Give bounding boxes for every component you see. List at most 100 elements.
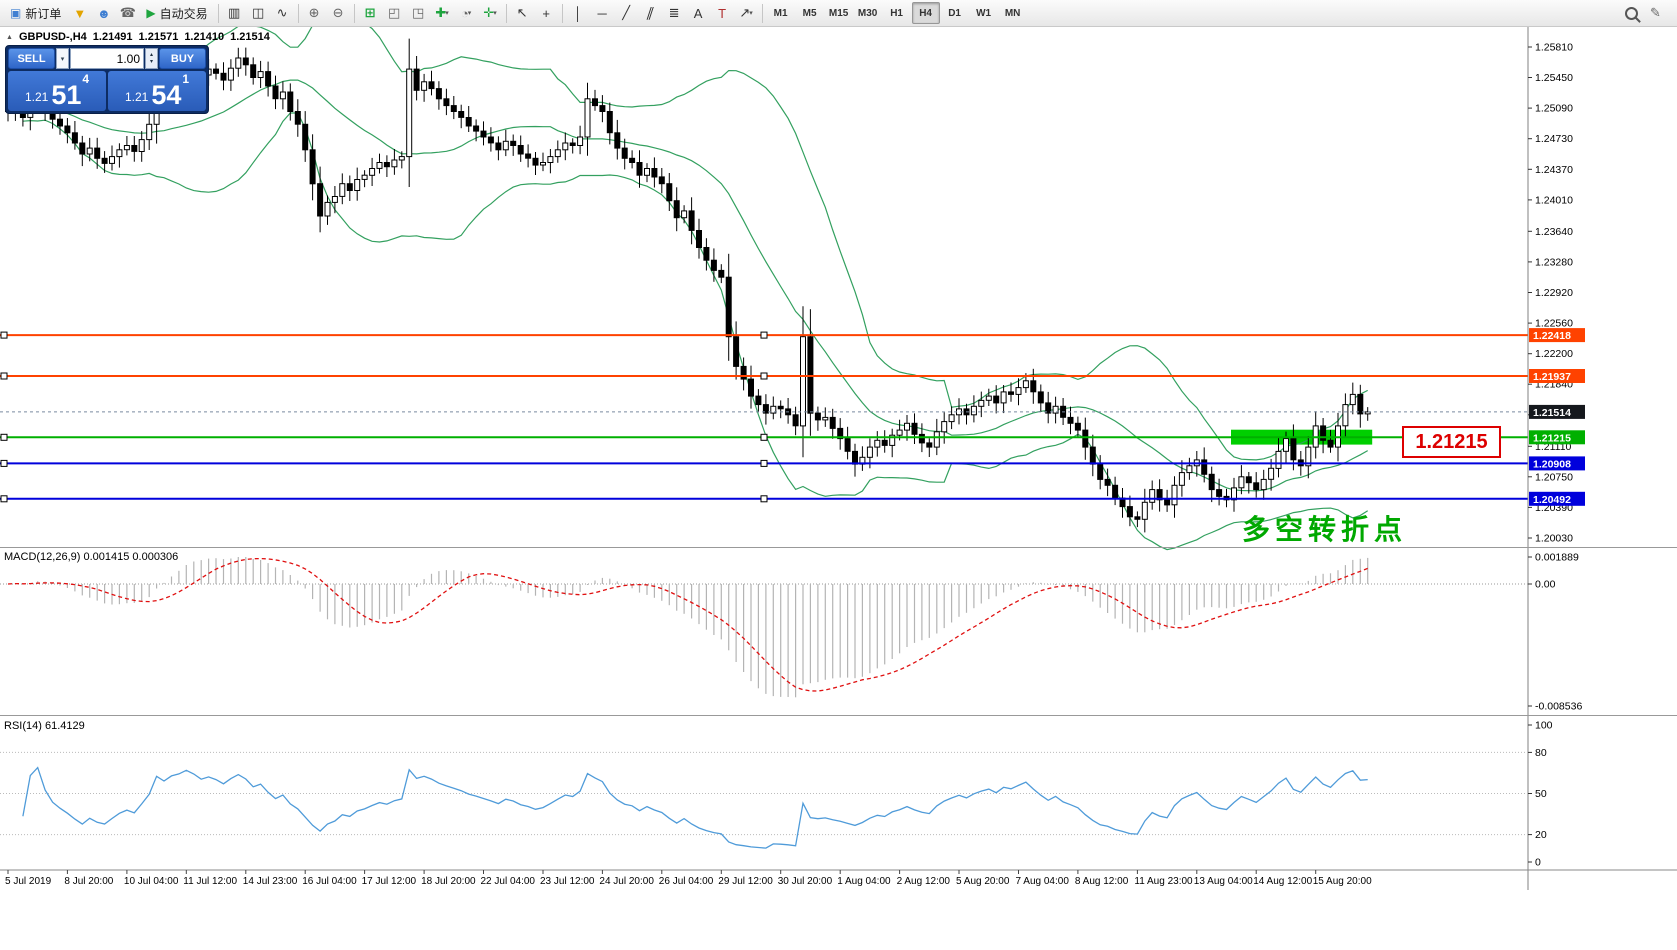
- line-handle[interactable]: [0, 372, 8, 380]
- line-handle[interactable]: [760, 331, 768, 339]
- timeframe-m5[interactable]: M5: [802, 7, 817, 19]
- timeframe-w1[interactable]: W1: [976, 7, 992, 19]
- new-chart-button[interactable]: ✚ ▾: [435, 5, 449, 20]
- svg-text:1.22418: 1.22418: [1533, 330, 1571, 342]
- timeframe-m1[interactable]: M1: [773, 7, 788, 19]
- main-toolbar: ▣ 新订单 ▼ ☻ ☎ ▶ 自动交易 ▥ ◫ ∿ ⊕ ⊖ ⊞ ◰ ◳ ✚ ▾ ◔ ▾…: [0, 0, 1677, 27]
- sell-button[interactable]: SELL: [8, 48, 55, 69]
- timeframe-m15[interactable]: M15: [828, 7, 849, 19]
- funnel-icon[interactable]: ▼: [73, 5, 87, 21]
- horizontal-line-button[interactable]: ─: [597, 5, 607, 21]
- one-click-toggle-icon[interactable]: ▲: [6, 33, 13, 41]
- price-annotation-box[interactable]: 1.21215: [1402, 426, 1501, 458]
- axis-price-badge: [1529, 430, 1585, 445]
- line-handle[interactable]: [0, 331, 8, 339]
- svg-text:23 Jul 12:00: 23 Jul 12:00: [540, 876, 595, 887]
- timeframe-h4[interactable]: H4: [911, 2, 940, 24]
- line-handle[interactable]: [760, 372, 768, 380]
- candlestick-chart-button[interactable]: ◫: [251, 5, 265, 20]
- new-order-label: 新订单: [25, 6, 62, 21]
- svg-text:15 Aug 20:00: 15 Aug 20:00: [1313, 876, 1372, 887]
- svg-text:17 Jul 12:00: 17 Jul 12:00: [362, 876, 417, 887]
- macd-signal-line: [7, 557, 1368, 692]
- crosshair-button[interactable]: +: [542, 5, 550, 21]
- line-handle[interactable]: [0, 495, 8, 503]
- svg-text:1.24010: 1.24010: [1535, 194, 1573, 206]
- svg-text:1.20492: 1.20492: [1533, 494, 1571, 506]
- vertical-line-button[interactable]: │: [574, 5, 583, 21]
- timeframe-mn[interactable]: MN: [1004, 7, 1021, 19]
- svg-text:1.22920: 1.22920: [1535, 287, 1573, 299]
- buy-price-button[interactable]: 1.21 54 1: [108, 71, 206, 111]
- fibonacci-button[interactable]: ≣: [668, 5, 680, 20]
- indicators-button[interactable]: ✛ ▾: [483, 5, 497, 20]
- timeframe-d1[interactable]: D1: [948, 7, 961, 19]
- chevron-down-icon: ▾: [749, 10, 753, 17]
- svg-text:14 Jul 23:00: 14 Jul 23:00: [243, 876, 298, 887]
- tile-windows-button[interactable]: ◰: [387, 5, 401, 20]
- cascade-windows-button[interactable]: ◳: [411, 5, 425, 20]
- line-handle[interactable]: [0, 433, 8, 441]
- buy-price-big: 54: [151, 80, 182, 110]
- svg-text:13 Aug 04:00: 13 Aug 04:00: [1194, 876, 1253, 887]
- spin-down-icon: ▾: [149, 58, 153, 65]
- line-chart-button[interactable]: ∿: [276, 5, 288, 20]
- axis-price-badge: [1529, 404, 1585, 419]
- sell-price-big: 51: [51, 80, 82, 110]
- zoom-in-button[interactable]: ⊕: [308, 5, 320, 20]
- community-icon[interactable]: ☻: [97, 5, 111, 21]
- bollinger-middle-band: [22, 79, 1368, 492]
- sell-price-sup: 4: [82, 72, 90, 86]
- volume-input[interactable]: [70, 48, 144, 69]
- svg-text:10 Jul 04:00: 10 Jul 04:00: [124, 876, 179, 887]
- open-value: 1.21491: [92, 31, 133, 43]
- volume-dropdown[interactable]: ▾: [56, 48, 69, 69]
- buy-button[interactable]: BUY: [159, 48, 206, 69]
- text-button[interactable]: A: [693, 5, 703, 21]
- chart-canvas[interactable]: 1.25810 1.25450 1.25090 1.24730 1.24370 1.240…: [0, 27, 1677, 950]
- periods-button[interactable]: ◔ ▾: [460, 5, 472, 21]
- cursor-button[interactable]: ↖: [516, 5, 528, 20]
- symbol-period-label: GBPUSD-,H4: [18, 31, 87, 43]
- grid-button[interactable]: ⊞: [364, 5, 376, 20]
- axis-price-badge: [1529, 456, 1585, 471]
- svg-text:5 Jul 2019: 5 Jul 2019: [5, 876, 52, 887]
- low-value: 1.21410: [184, 31, 225, 43]
- label-button[interactable]: T: [718, 5, 727, 21]
- new-order-icon: ▣: [10, 6, 22, 20]
- bar-chart-button[interactable]: ▥: [227, 5, 241, 20]
- zoom-out-button[interactable]: ⊖: [332, 5, 344, 20]
- volume-spinner[interactable]: ▴ ▾: [145, 48, 158, 69]
- channel-button[interactable]: ∥: [644, 5, 656, 20]
- svg-text:1.21215: 1.21215: [1533, 432, 1571, 444]
- search-icon[interactable]: [1620, 2, 1643, 24]
- high-value: 1.21571: [138, 31, 179, 43]
- line-handle[interactable]: [760, 433, 768, 441]
- arrows-button[interactable]: ↗ ▾: [739, 5, 753, 20]
- svg-text:1.22200: 1.22200: [1535, 348, 1573, 360]
- svg-text:1 Aug 04:00: 1 Aug 04:00: [837, 876, 891, 887]
- trendline-button[interactable]: ╱: [622, 5, 631, 20]
- bollinger-upper-band: [22, 27, 1368, 461]
- toolbar-separator: [561, 3, 563, 23]
- sell-price-button[interactable]: 1.21 51 4: [8, 71, 106, 111]
- svg-text:8 Jul 20:00: 8 Jul 20:00: [64, 876, 113, 887]
- new-order-button[interactable]: ▣ 新订单: [4, 2, 67, 24]
- toolbar-separator: [217, 3, 219, 23]
- svg-text:100: 100: [1535, 720, 1553, 732]
- svg-text:8 Aug 12:00: 8 Aug 12:00: [1075, 876, 1129, 887]
- play-icon: ▶: [146, 6, 156, 20]
- timeframe-m30[interactable]: M30: [857, 7, 878, 19]
- autotrading-button[interactable]: ▶ 自动交易: [140, 2, 213, 24]
- one-click-trading-panel: SELL ▾ ▴▾ BUY 1.21 51 4 1.21 54 1: [5, 45, 209, 114]
- edit-icon[interactable]: ✎: [1650, 5, 1661, 20]
- line-handle[interactable]: [760, 459, 768, 467]
- turning-point-label[interactable]: 多空转折点: [1242, 514, 1408, 545]
- toolbar-separator: [761, 3, 763, 23]
- svg-text:20: 20: [1535, 829, 1547, 841]
- support-icon[interactable]: ☎: [119, 5, 136, 20]
- svg-text:1.20908: 1.20908: [1533, 458, 1571, 470]
- line-handle[interactable]: [760, 495, 768, 503]
- line-handle[interactable]: [0, 459, 8, 467]
- timeframe-h1[interactable]: H1: [890, 7, 903, 19]
